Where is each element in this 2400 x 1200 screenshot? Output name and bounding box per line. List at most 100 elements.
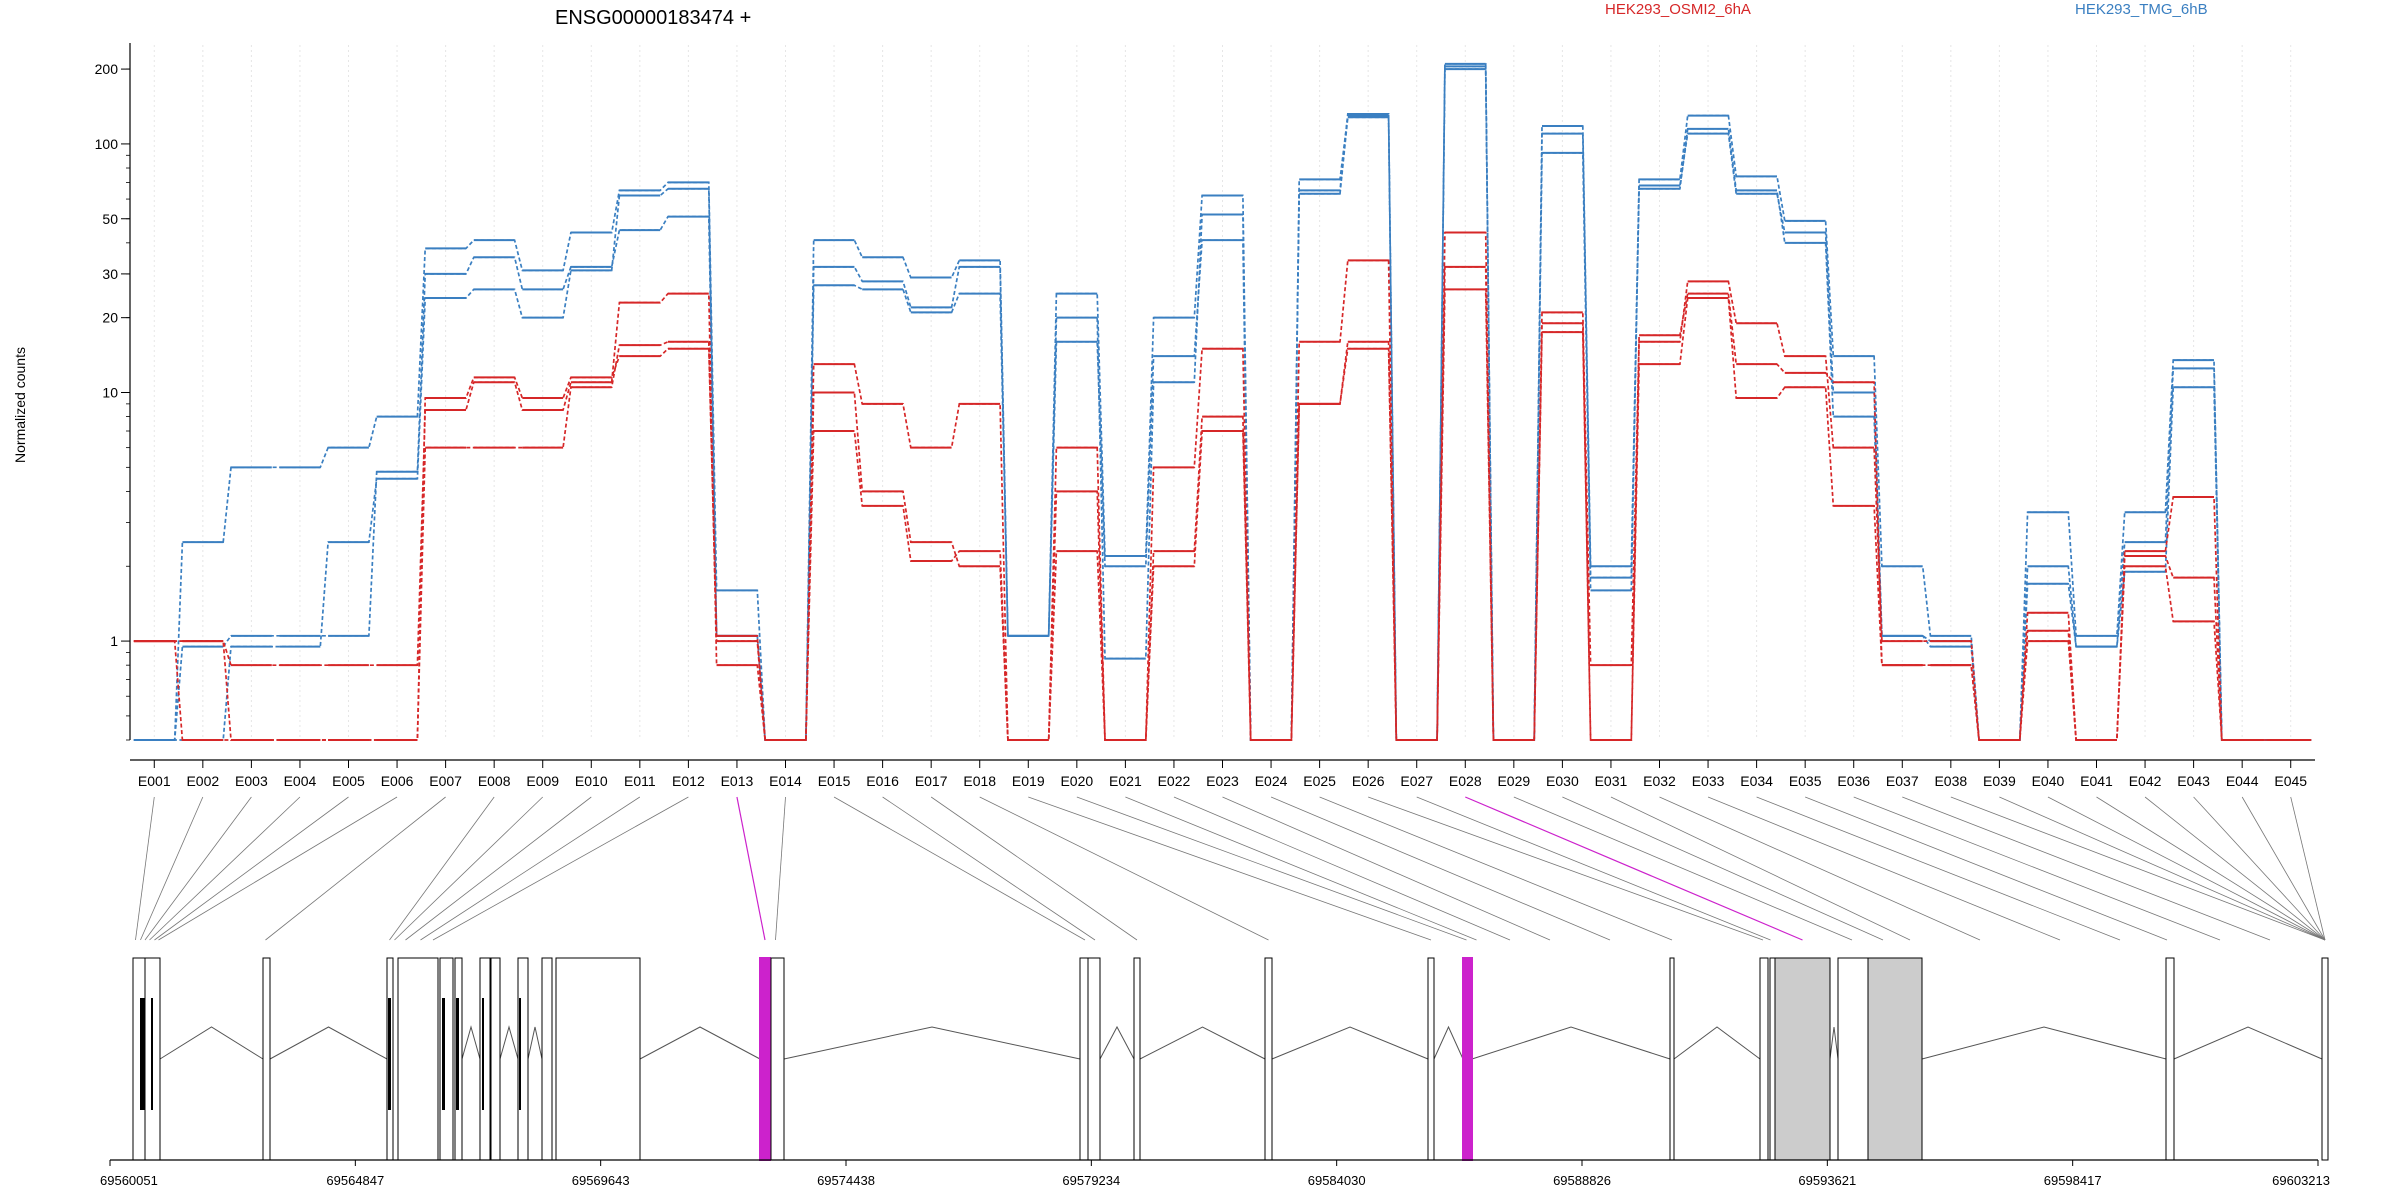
exon-block <box>1769 957 1776 1161</box>
exon-block <box>1087 957 1101 1161</box>
connector-line <box>1999 796 2326 941</box>
exon-block <box>1427 957 1435 1161</box>
x-tick-label: E043 <box>2177 773 2210 789</box>
genomic-axis: 69560051 69564847 69569643 69574438 69579234… <box>100 1159 2330 1188</box>
connector-line <box>149 796 301 941</box>
x-tick-label: E025 <box>1303 773 1336 789</box>
exon-block <box>1774 957 1831 1161</box>
intron <box>1139 1026 1266 1060</box>
exon-block <box>490 957 501 1161</box>
connector-line <box>389 796 495 941</box>
genomic-tick-label: 69584030 <box>1308 1173 1366 1188</box>
x-tick-label: E040 <box>2032 773 2065 789</box>
connector-line <box>2096 796 2326 941</box>
gene-model <box>132 957 2329 1161</box>
exon-block <box>2165 957 2175 1161</box>
exon-block <box>397 957 439 1161</box>
x-tick-label: E026 <box>1352 773 1385 789</box>
exon-block <box>1867 957 1923 1161</box>
connector-line <box>158 796 398 941</box>
x-tick-label: E003 <box>235 773 268 789</box>
genomic-tick-label: 69593621 <box>1798 1173 1856 1188</box>
exon-mark <box>456 998 459 1110</box>
x-tick-label: E005 <box>332 773 365 789</box>
x-tick-label: E013 <box>721 773 754 789</box>
intron <box>1271 1026 1429 1060</box>
series-line <box>133 68 2312 741</box>
x-tick-label: E022 <box>1158 773 1191 789</box>
x-tick-label: E010 <box>575 773 608 789</box>
connector-line <box>1853 796 2221 941</box>
y-tick-label: 50 <box>102 211 118 227</box>
exon-block <box>479 957 491 1161</box>
x-tick-label: E021 <box>1109 773 1142 789</box>
chart-title: ENSG00000183474 + <box>555 7 751 29</box>
x-tick-label: E035 <box>1789 773 1822 789</box>
exon-block <box>2321 957 2329 1161</box>
connector-line <box>394 796 543 941</box>
x-tick-label: E030 <box>1546 773 1579 789</box>
x-tick-label: E033 <box>1692 773 1725 789</box>
x-tick-label: E045 <box>2274 773 2307 789</box>
connector-line <box>265 796 446 941</box>
intron <box>499 1025 519 1060</box>
x-tick-label: E038 <box>1934 773 1967 789</box>
genomic-tick-label: 69579234 <box>1062 1173 1120 1188</box>
x-tick-label: E007 <box>429 773 462 789</box>
x-tick-label: E041 <box>2080 773 2113 789</box>
intron <box>1433 1025 1464 1060</box>
exon-block <box>555 957 641 1161</box>
intron <box>461 1025 481 1060</box>
connector-line <box>1756 796 2121 941</box>
exon-mark <box>140 998 143 1110</box>
x-tick-label: E037 <box>1886 773 1919 789</box>
y-axis: 1 10 20 30 50 100 200 <box>95 43 131 741</box>
connector-line <box>979 796 1269 941</box>
exon-block <box>759 957 771 1161</box>
x-tick-label: E031 <box>1595 773 1628 789</box>
exon-mark <box>442 998 445 1110</box>
connector-line <box>775 796 786 941</box>
exon-block <box>262 957 271 1161</box>
connector-line <box>833 796 1086 941</box>
x-tick-label: E020 <box>1060 773 1093 789</box>
connector-line <box>154 796 349 941</box>
connector-line <box>1368 796 1764 941</box>
genomic-tick-label: 69588826 <box>1553 1173 1611 1188</box>
exon-block <box>439 957 454 1161</box>
intron <box>1829 1026 1839 1060</box>
x-tick-label: E024 <box>1255 773 1288 789</box>
legend-entry-tmg: HEK293_TMG_6hB <box>2075 1 2208 18</box>
connector-line <box>1513 796 1853 941</box>
x-tick-label: E016 <box>866 773 899 789</box>
connector-line <box>2144 796 2326 941</box>
connector-line <box>140 796 204 941</box>
connector-line <box>1659 796 1981 941</box>
connector-line <box>1610 796 1911 941</box>
series-line <box>133 65 2312 741</box>
connector-line <box>2047 796 2326 941</box>
x-tick-label: E015 <box>818 773 851 789</box>
intron <box>2173 1026 2323 1060</box>
connector-line <box>1125 796 1477 941</box>
genomic-tick-label: 69603213 <box>2272 1173 2330 1188</box>
intron <box>527 1026 543 1060</box>
x-tick-label: E044 <box>2226 773 2259 789</box>
connector-line <box>420 796 641 941</box>
intron <box>269 1026 388 1060</box>
exon-block <box>1264 957 1273 1161</box>
connector-line <box>930 796 1138 941</box>
genomic-tick-label: 69574438 <box>817 1173 875 1188</box>
x-tick-label: E019 <box>1012 773 1045 789</box>
connector-line <box>1562 796 1884 941</box>
exon-connectors <box>135 796 2326 941</box>
genomic-tick-label: 69564847 <box>326 1173 384 1188</box>
exon-block <box>1837 957 1869 1161</box>
x-tick-label: E001 <box>138 773 171 789</box>
y-tick-label: 30 <box>102 266 118 282</box>
x-tick-label: E032 <box>1643 773 1676 789</box>
connector-line <box>1902 796 2271 941</box>
x-tick-label: E042 <box>2129 773 2162 789</box>
exon-block <box>770 957 785 1161</box>
